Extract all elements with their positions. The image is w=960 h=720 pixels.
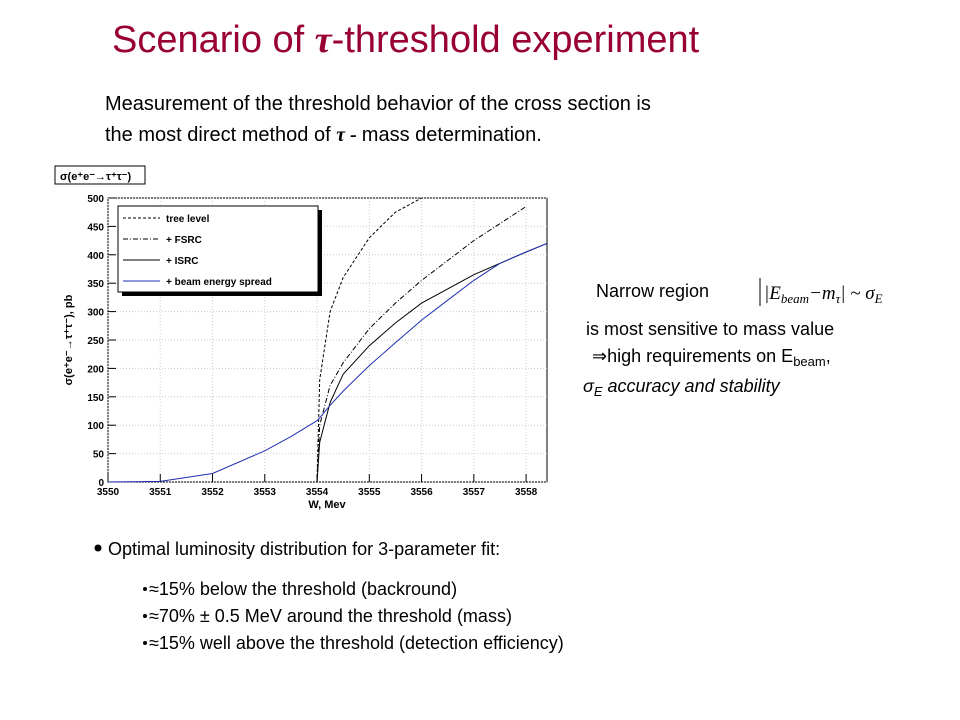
chart-label-box [54,165,146,185]
legend-box [117,205,319,293]
side-text: ⇒high requirements on Ebeam, [592,346,831,369]
y-tick-label: 300 [87,308,104,319]
intro-part: τ - [336,124,362,146]
intro-line: the most direct method of τ - mass deter… [105,124,542,146]
intro-part: the most direct method of [105,124,336,146]
x-tick-label: 3553 [254,487,277,498]
side-part: σ [583,376,595,396]
formula-part: −m [809,283,836,304]
x-tick-label: 3556 [410,487,433,498]
chart-label: σ(e⁺e⁻→τ⁺τ⁻) [60,171,131,183]
x-tick-label: 3554 [306,487,329,498]
legend-label: tree level [166,214,210,225]
x-tick-label: 3551 [149,487,172,498]
title-part: Scenario of [112,19,315,61]
sub-dot [143,587,147,591]
side-text: is most sensitive to mass value [586,319,834,339]
side-part: E [594,384,603,399]
formula: |Ebeam−mτ| ~ σE [764,283,883,306]
x-tick-label: 3550 [97,487,120,498]
subbullet-text: ≈15% well above the threshold (detection… [149,633,564,653]
bullet-dot [94,544,102,552]
formula-part: | ~ σ [840,283,875,304]
subbullet-text: ≈70% ± 0.5 MeV around the threshold (mas… [149,606,512,626]
y-tick-label: 150 [87,393,104,404]
subbullet-text: ≈15% below the threshold (backround) [149,579,457,599]
slide-title: Scenario of τ-threshold experiment [112,19,700,61]
formula-part: τ [836,291,842,306]
x-tick-label: 3558 [515,487,538,498]
y-tick-label: 0 [98,478,104,489]
intro-part: mass determination. [362,124,542,146]
x-axis-label: W, Mev [308,499,346,511]
series-line [107,242,548,483]
y-tick-label: 100 [87,421,104,432]
legend-label: + beam energy spread [166,277,272,288]
y-tick-label: 250 [87,336,104,347]
series-line [316,206,527,483]
formula-part: E [874,291,883,306]
side-part: , [826,346,831,366]
side-part: accuracy and stability [603,376,781,396]
title-part: -threshold experiment [332,19,700,61]
series-line [316,197,422,483]
legend-label: + FSRC [166,235,202,246]
side-part: beam [793,354,826,369]
y-tick-label: 50 [93,450,105,461]
y-tick-label: 500 [87,194,104,205]
x-tick-label: 3552 [201,487,224,498]
chart: 0 50 100 150 200 250 300 350 400 450 500 3550 3551 35… [87,194,548,498]
intro-line: Measurement of the threshold behavior of… [105,93,651,115]
legend-label: + ISRC [166,256,199,267]
title-part: τ [315,19,333,61]
x-tick-label: 3555 [358,487,381,498]
sub-dot [143,614,147,618]
y-axis-label: σ(e⁺e⁻→τ⁺τ⁻), pb [63,294,75,385]
y-tick-label: 450 [87,222,104,233]
formula-part: beam [781,291,809,306]
x-tick-label: 3557 [463,487,486,498]
side-text: σE accuracy and stability [583,376,781,399]
side-part: ⇒high requirements on E [592,346,793,366]
y-tick-label: 350 [87,279,104,290]
y-tick-label: 400 [87,251,104,262]
subbullets: ≈15% below the threshold (backround) ≈70… [143,579,564,653]
side-text: Narrow region [596,281,709,301]
sub-dot [143,641,147,645]
bullet-text: Optimal luminosity distribution for 3-pa… [108,539,500,559]
y-tick-label: 200 [87,364,104,375]
formula-part: |E [764,283,781,304]
